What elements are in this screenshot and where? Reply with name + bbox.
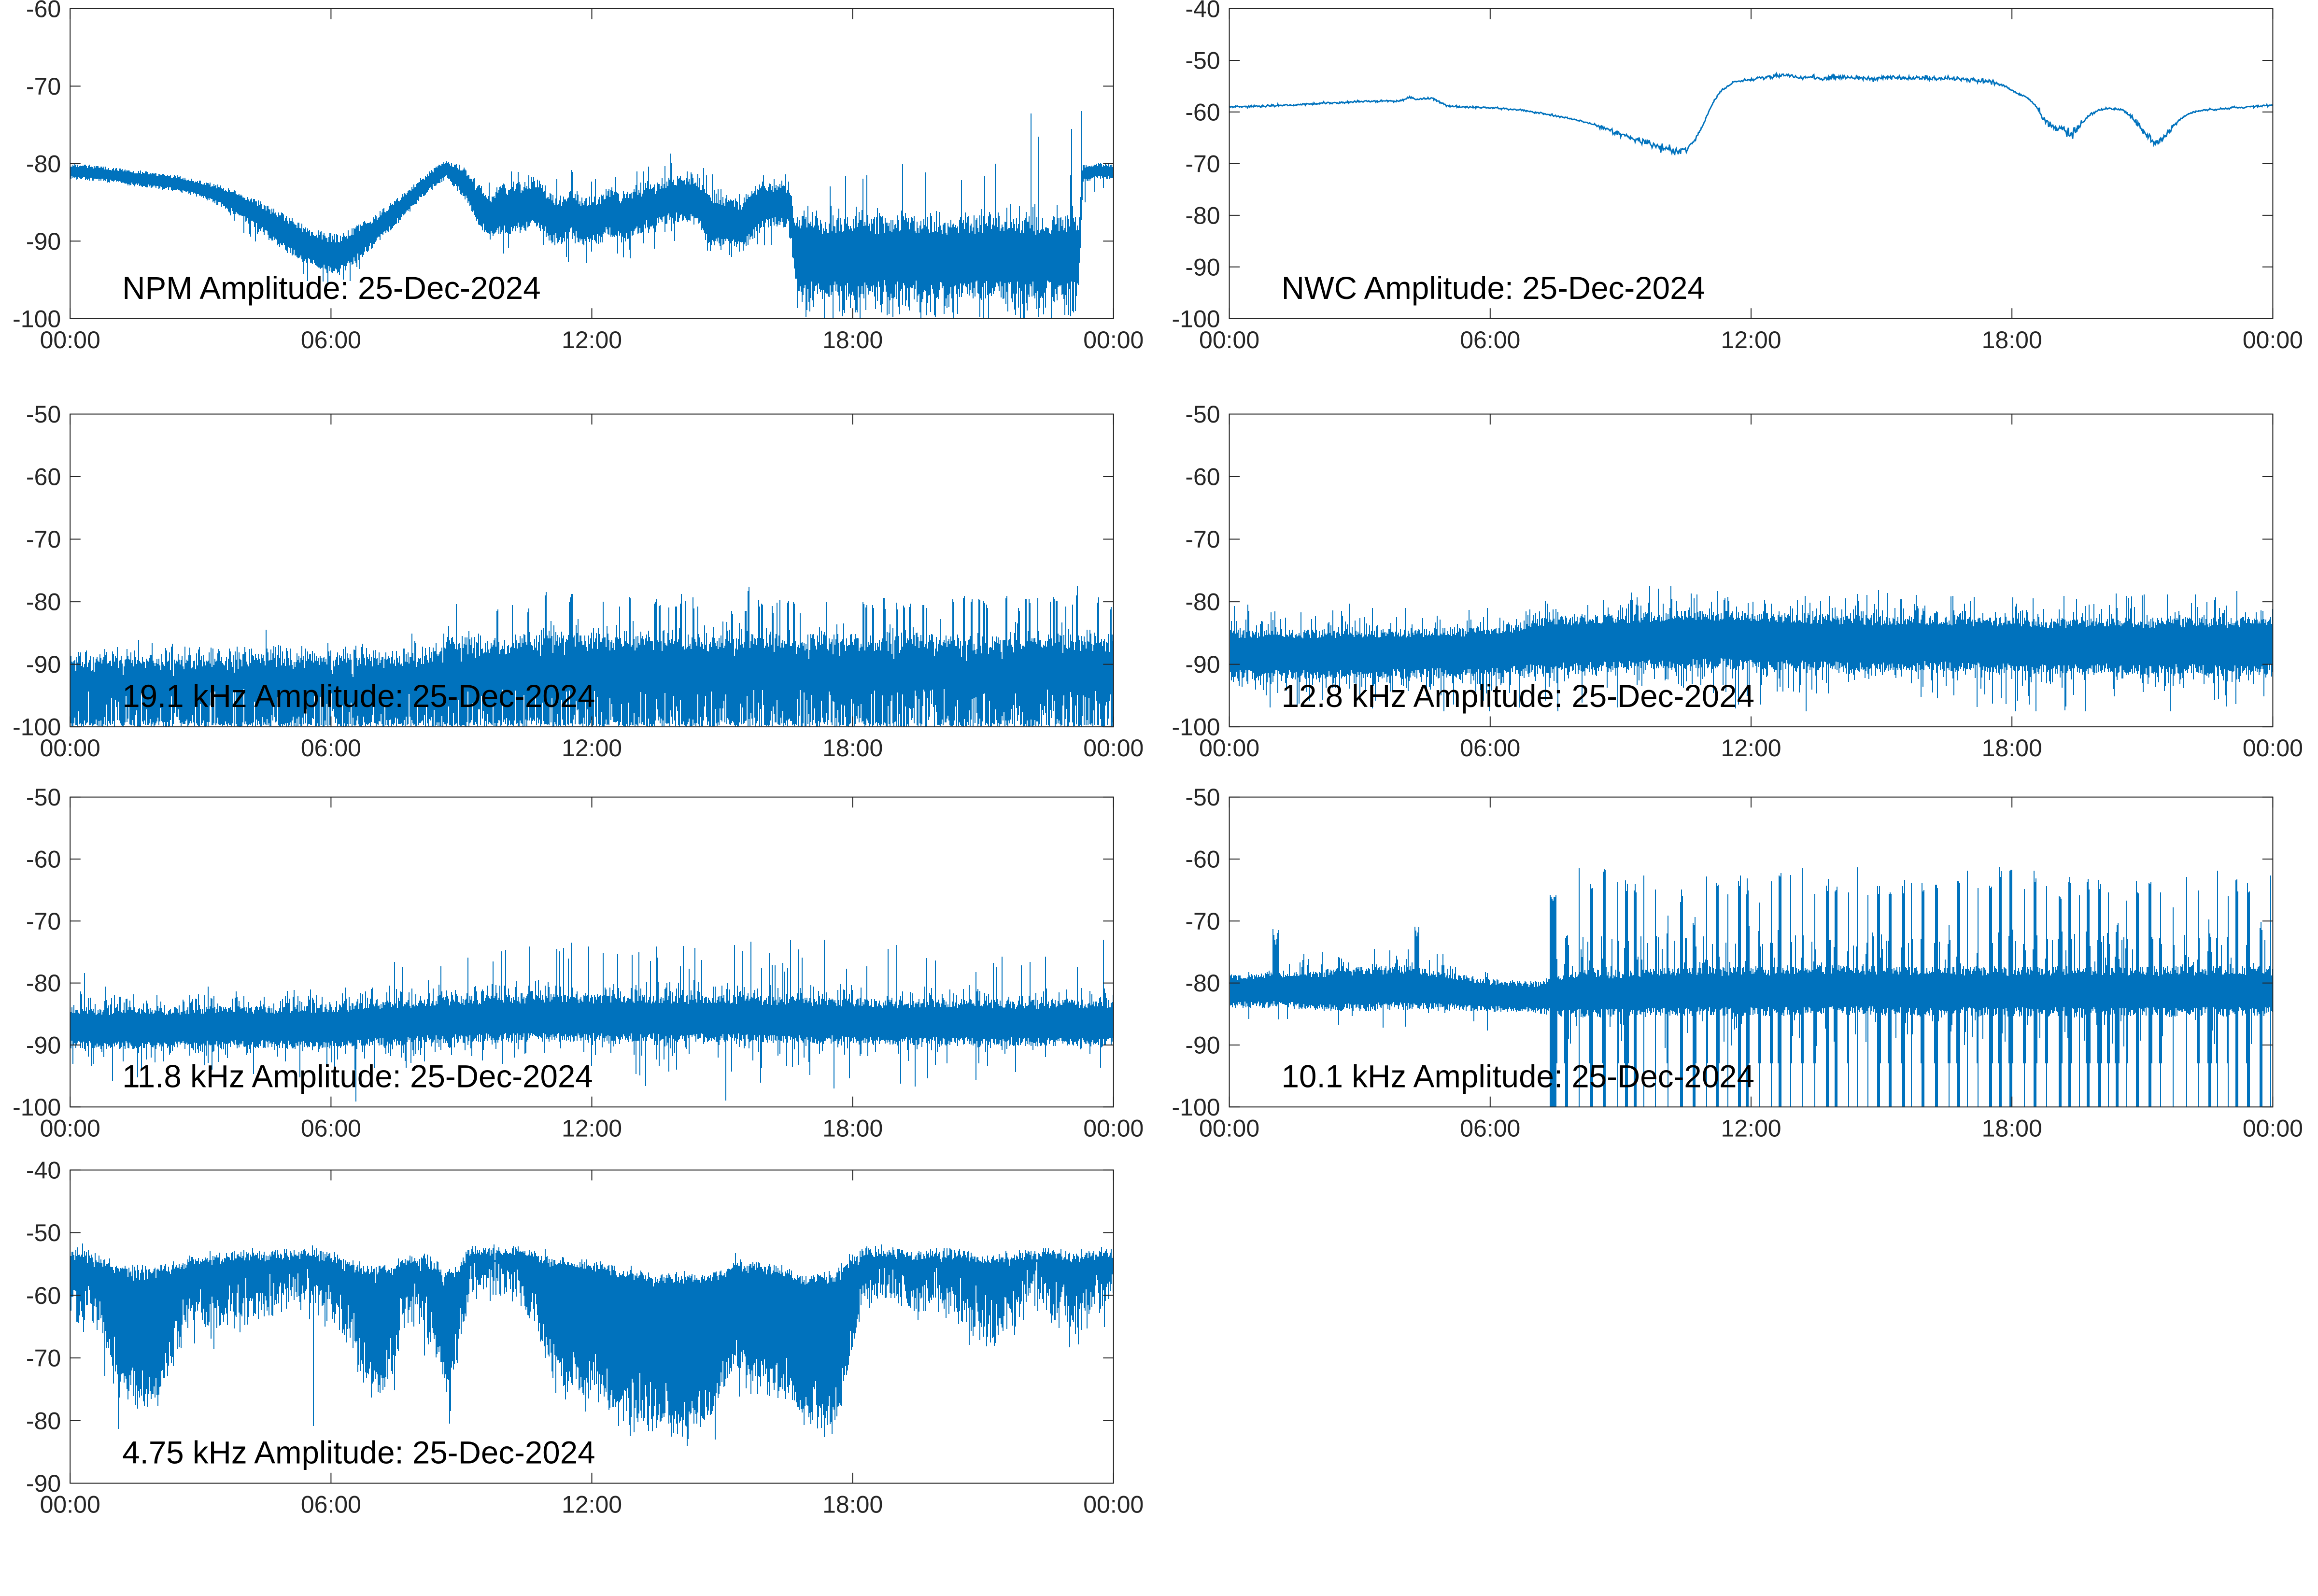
- svg-text:06:00: 06:00: [301, 1115, 361, 1142]
- svg-text:00:00: 00:00: [1199, 326, 1259, 353]
- svg-text:12:00: 12:00: [1721, 326, 1781, 353]
- svg-text:18:00: 18:00: [822, 1491, 883, 1518]
- svg-text:-90: -90: [26, 1470, 61, 1497]
- svg-text:-90: -90: [1185, 1032, 1220, 1059]
- svg-text:00:00: 00:00: [40, 326, 100, 353]
- svg-text:-50: -50: [26, 401, 61, 428]
- svg-text:-50: -50: [26, 1219, 61, 1246]
- svg-text:-70: -70: [26, 526, 61, 553]
- svg-text:18:00: 18:00: [1982, 326, 2042, 353]
- svg-text:-60: -60: [26, 464, 61, 491]
- svg-text:00:00: 00:00: [2243, 326, 2303, 353]
- svg-text:NWC Amplitude: 25-Dec-2024: NWC Amplitude: 25-Dec-2024: [1282, 270, 1705, 306]
- svg-text:-40: -40: [26, 1157, 61, 1184]
- svg-text:06:00: 06:00: [301, 326, 361, 353]
- svg-text:18:00: 18:00: [822, 1115, 883, 1142]
- svg-text:-60: -60: [26, 1282, 61, 1309]
- svg-text:-70: -70: [1185, 150, 1220, 177]
- svg-text:-80: -80: [1185, 970, 1220, 997]
- svg-text:-60: -60: [1185, 99, 1220, 126]
- svg-text:12:00: 12:00: [562, 326, 622, 353]
- svg-text:00:00: 00:00: [40, 734, 100, 762]
- svg-text:-60: -60: [1185, 464, 1220, 491]
- svg-text:12:00: 12:00: [1721, 734, 1781, 762]
- svg-text:-50: -50: [1185, 47, 1220, 74]
- svg-text:-70: -70: [26, 908, 61, 935]
- svg-text:00:00: 00:00: [2243, 1115, 2303, 1142]
- svg-text:-50: -50: [1185, 784, 1220, 811]
- svg-text:-80: -80: [1185, 589, 1220, 616]
- svg-text:18:00: 18:00: [822, 326, 883, 353]
- svg-text:-80: -80: [26, 1407, 61, 1434]
- svg-text:06:00: 06:00: [1460, 1115, 1520, 1142]
- svg-text:12:00: 12:00: [1721, 1115, 1781, 1142]
- svg-text:NPM Amplitude: 25-Dec-2024: NPM Amplitude: 25-Dec-2024: [122, 270, 540, 306]
- svg-text:-60: -60: [26, 0, 61, 23]
- svg-text:00:00: 00:00: [2243, 734, 2303, 762]
- svg-text:18:00: 18:00: [1982, 734, 2042, 762]
- svg-text:-70: -70: [26, 1345, 61, 1372]
- svg-text:-100: -100: [13, 305, 61, 332]
- svg-text:00:00: 00:00: [1083, 1491, 1144, 1518]
- svg-text:12:00: 12:00: [562, 1115, 622, 1142]
- svg-text:-100: -100: [1172, 305, 1220, 332]
- svg-text:-100: -100: [1172, 714, 1220, 741]
- svg-text:00:00: 00:00: [40, 1115, 100, 1142]
- svg-text:-80: -80: [26, 589, 61, 616]
- svg-text:06:00: 06:00: [1460, 734, 1520, 762]
- svg-text:-50: -50: [26, 784, 61, 811]
- svg-text:-90: -90: [26, 651, 61, 678]
- svg-text:-100: -100: [1172, 1094, 1220, 1121]
- svg-text:-80: -80: [26, 150, 61, 177]
- svg-text:-50: -50: [1185, 401, 1220, 428]
- svg-text:00:00: 00:00: [1083, 1115, 1144, 1142]
- svg-text:18:00: 18:00: [822, 734, 883, 762]
- svg-text:12:00: 12:00: [562, 734, 622, 762]
- svg-text:06:00: 06:00: [1460, 326, 1520, 353]
- svg-text:-70: -70: [26, 73, 61, 100]
- svg-text:-90: -90: [26, 228, 61, 255]
- svg-text:-90: -90: [1185, 254, 1220, 281]
- svg-text:12.8 kHz Amplitude: 25-Dec-202: 12.8 kHz Amplitude: 25-Dec-2024: [1282, 678, 1754, 714]
- svg-text:-60: -60: [1185, 846, 1220, 873]
- svg-text:19.1 kHz Amplitude: 25-Dec-202: 19.1 kHz Amplitude: 25-Dec-2024: [122, 678, 595, 714]
- svg-text:-90: -90: [1185, 651, 1220, 678]
- svg-text:00:00: 00:00: [1199, 1115, 1259, 1142]
- svg-text:11.8 kHz Amplitude: 25-Dec-202: 11.8 kHz Amplitude: 25-Dec-2024: [122, 1059, 593, 1094]
- svg-text:-100: -100: [13, 714, 61, 741]
- svg-text:-60: -60: [26, 846, 61, 873]
- svg-text:-70: -70: [1185, 526, 1220, 553]
- svg-text:12:00: 12:00: [562, 1491, 622, 1518]
- svg-text:00:00: 00:00: [1083, 734, 1144, 762]
- svg-text:00:00: 00:00: [1083, 326, 1144, 353]
- svg-text:00:00: 00:00: [40, 1491, 100, 1518]
- svg-text:00:00: 00:00: [1199, 734, 1259, 762]
- svg-text:-80: -80: [1185, 202, 1220, 229]
- svg-text:4.75 kHz Amplitude: 25-Dec-202: 4.75 kHz Amplitude: 25-Dec-2024: [122, 1435, 595, 1470]
- svg-text:-90: -90: [26, 1032, 61, 1059]
- svg-text:-40: -40: [1185, 0, 1220, 23]
- svg-text:-70: -70: [1185, 908, 1220, 935]
- svg-text:06:00: 06:00: [301, 734, 361, 762]
- svg-text:18:00: 18:00: [1982, 1115, 2042, 1142]
- svg-text:-100: -100: [13, 1094, 61, 1121]
- svg-text:06:00: 06:00: [301, 1491, 361, 1518]
- svg-text:10.1 kHz Amplitude: 25-Dec-202: 10.1 kHz Amplitude: 25-Dec-2024: [1282, 1059, 1754, 1094]
- svg-text:-80: -80: [26, 970, 61, 997]
